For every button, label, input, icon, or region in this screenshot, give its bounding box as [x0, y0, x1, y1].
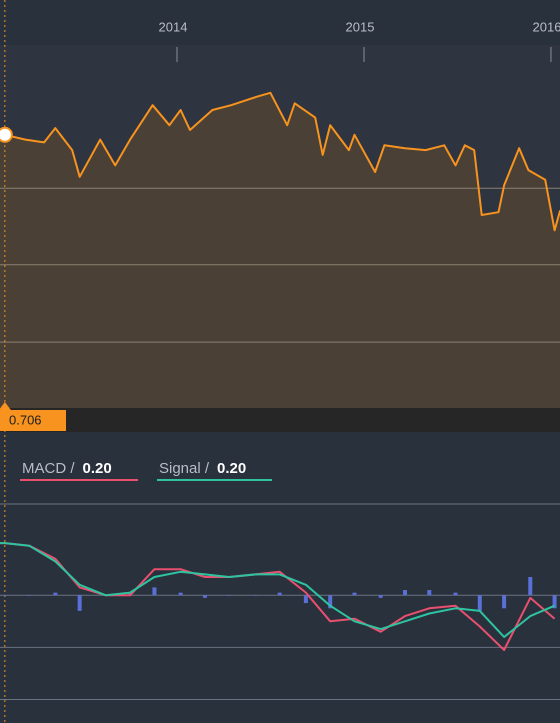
cursor-label-box [0, 410, 66, 431]
histogram-bar [178, 592, 183, 596]
histogram-bar [227, 595, 232, 596]
histogram-bar [328, 595, 333, 609]
cursor-label-pointer [0, 402, 11, 410]
legend-name: MACD / [22, 460, 75, 477]
price-area [0, 92, 560, 408]
histogram-bar [453, 592, 458, 596]
histogram-bar [477, 595, 482, 611]
legend-name: Signal / [159, 460, 210, 477]
legend-item: Signal / 0.20 [157, 460, 272, 481]
cursor-label: 0.706 [9, 412, 42, 427]
histogram-bar [402, 590, 407, 596]
histogram-bar [53, 592, 58, 596]
histogram-bar [152, 587, 157, 596]
histogram-bar [378, 595, 383, 598]
histogram-bar [277, 592, 282, 596]
indicator-line [0, 542, 555, 638]
histogram-bar [427, 590, 432, 596]
price-line [0, 91, 560, 232]
x-tick-label: 2016 [533, 19, 560, 34]
histogram-bar [27, 595, 32, 596]
histogram-bar [352, 592, 357, 596]
legend-item: MACD / 0.20 [20, 460, 138, 481]
histogram-bar [303, 595, 308, 604]
histogram-bar [528, 577, 533, 596]
histogram-bar [552, 595, 557, 609]
histogram-bar [2, 595, 7, 596]
histogram-bar [253, 595, 258, 596]
histogram-bar [77, 595, 82, 611]
histogram-bar [202, 595, 207, 598]
price-axis-strip [0, 408, 560, 432]
legend-value: 0.20 [217, 460, 246, 477]
cursor-dot [0, 126, 13, 143]
legend-value: 0.20 [83, 460, 112, 477]
x-tick-label: 2015 [346, 19, 375, 34]
histogram-bar [502, 595, 507, 609]
x-tick-label: 2014 [159, 19, 188, 34]
